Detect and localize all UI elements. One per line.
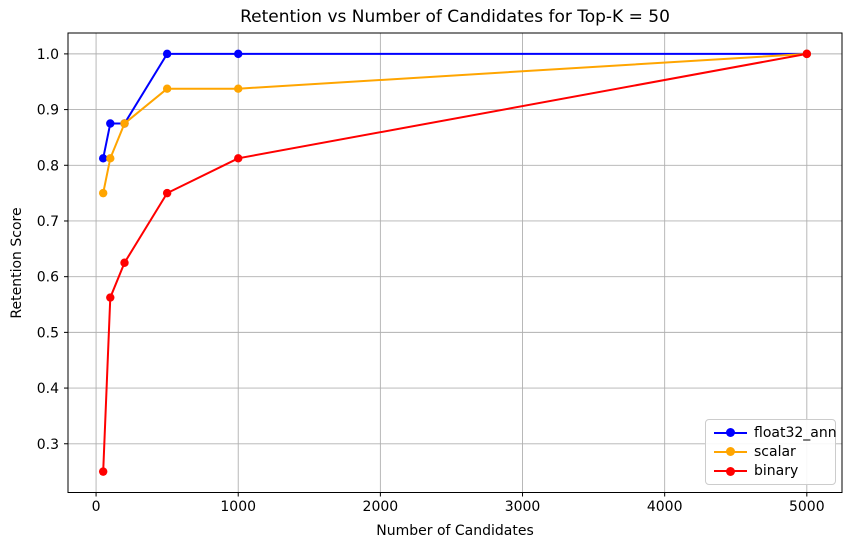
data-point-binary — [234, 154, 243, 163]
data-point-scalar — [120, 119, 129, 128]
legend-item-float32_ann: float32_ann — [714, 423, 837, 442]
legend-item-binary: binary — [714, 462, 827, 481]
legend-label: float32_ann — [754, 424, 837, 441]
data-point-float32_ann — [162, 49, 172, 59]
data-point-float32_ann — [98, 154, 108, 163]
x-tick-label: 2000 — [363, 499, 399, 515]
series-line-binary — [102, 52, 808, 473]
y-tick-label: 0.7 — [37, 214, 59, 230]
data-point-binary — [802, 49, 812, 59]
data-point-binary — [98, 467, 108, 476]
chart-title: Retention vs Number of Candidates for To… — [240, 7, 670, 27]
x-tick-label: 1000 — [220, 499, 256, 515]
y-tick-label: 0.4 — [37, 381, 59, 397]
data-point-scalar — [162, 84, 172, 93]
y-tick-label: 1.0 — [37, 47, 59, 63]
data-point-float32_ann — [106, 119, 115, 128]
data-point-scalar — [106, 154, 115, 163]
y-tick-label: 0.6 — [37, 270, 59, 286]
legend-item-scalar: scalar — [714, 442, 827, 461]
series-line-float32_ann — [102, 52, 808, 160]
data-point-binary — [120, 258, 129, 267]
x-tick-label: 5000 — [789, 499, 825, 515]
plot-border — [67, 32, 843, 493]
data-point-scalar — [234, 84, 243, 93]
y-tick-label: 0.8 — [37, 158, 59, 174]
legend-marker-icon — [714, 427, 747, 439]
data-point-scalar — [98, 188, 108, 198]
x-axis-label: Number of Candidates — [376, 523, 534, 539]
y-axis-label: Retention Score — [9, 207, 25, 319]
data-point-binary — [106, 293, 115, 302]
y-tick-label: 0.5 — [37, 325, 59, 341]
y-tick-label: 0.3 — [37, 437, 59, 453]
x-tick-label: 0 — [92, 499, 101, 515]
data-point-binary — [162, 188, 172, 198]
legend-marker-icon — [714, 446, 747, 458]
y-tick-label: 0.9 — [37, 103, 59, 119]
data-point-float32_ann — [234, 49, 243, 59]
x-tick-label: 4000 — [647, 499, 683, 515]
legend-label: binary — [754, 463, 799, 480]
series-line-scalar — [102, 52, 808, 195]
x-tick-label: 3000 — [505, 499, 541, 515]
legend-label: scalar — [754, 443, 796, 460]
legend-marker-icon — [714, 465, 747, 477]
